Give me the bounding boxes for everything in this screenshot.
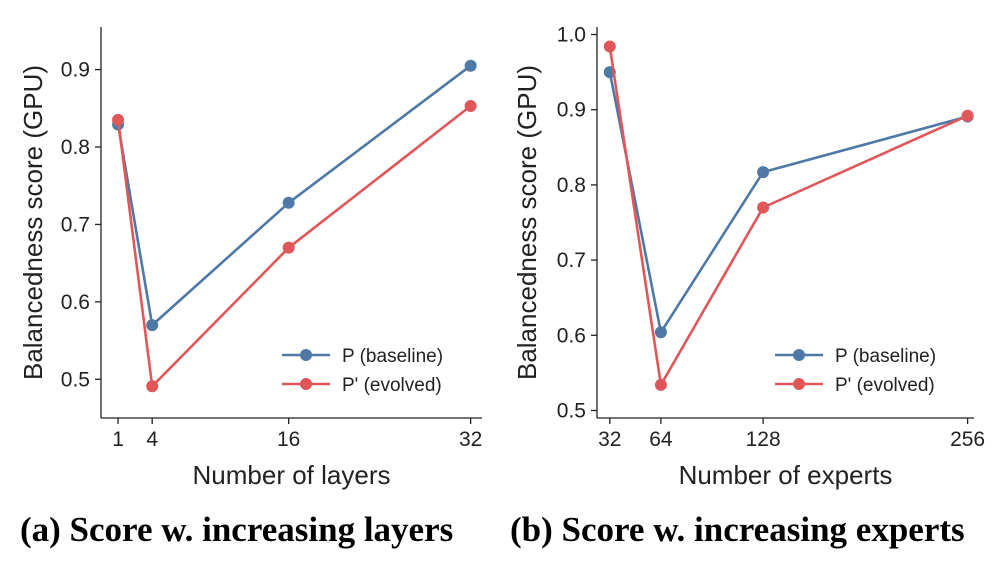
series-line-baseline [608,71,968,334]
data-point [603,40,616,53]
caption-experts: (b) Score w. increasing experts [510,510,965,549]
y-tick-label: 0.6 [557,324,586,347]
data-point [654,378,667,391]
caption-layers: (a) Score w. increasing layers [20,510,454,549]
series-line-evolved [116,104,472,388]
data-point [464,99,477,112]
data-point [146,380,159,393]
data-point [282,196,295,209]
y-tick-label: 0.7 [61,213,90,236]
x-tick-label: 256 [950,428,985,451]
legend-label: P (baseline) [342,346,443,367]
x-tick-label: 4 [146,428,158,451]
legend: P (baseline) P' (evolved) [775,346,936,396]
x-tick-label: 32 [459,428,482,451]
y-tick-label: 0.7 [557,249,586,272]
x-tick-label: 32 [598,428,621,451]
data-point [961,109,974,122]
y-tick-label: 0.8 [557,174,586,197]
data-point [654,326,667,339]
y-axis-title: Balancedness score (GPU) [18,65,48,380]
chart-panel-layers: 0.5 0.6 0.7 0.8 0.9 1 4 16 32 Number of layers Bal… [18,27,482,490]
series-line-evolved [608,46,969,387]
data-point [464,59,477,72]
y-tick-label: 0.9 [557,99,586,122]
legend-marker [793,378,805,390]
x-axis-title: Number of layers [193,460,391,490]
x-tick-label: 1 [112,428,124,451]
data-point [112,113,125,126]
x-axis-title: Number of experts [679,460,893,490]
legend-marker [793,349,805,361]
legend-label: P' (evolved) [835,375,935,396]
x-tick-label: 16 [277,428,300,451]
data-point [757,166,770,179]
legend-label: P (baseline) [835,346,936,367]
x-tick-label: 128 [746,428,781,451]
y-tick-label: 0.5 [557,399,586,422]
legend-label: P' (evolved) [342,375,442,396]
chart-panel-experts: 0.5 0.6 0.7 0.8 0.9 1.0 32 64 128 256 Number of ex… [512,24,985,490]
legend: P (baseline) P' (evolved) [282,346,443,396]
y-tick-label: 0.8 [61,136,90,159]
legend-marker [300,349,312,361]
y-tick-label: 1.0 [557,24,586,47]
legend-marker [300,378,312,390]
y-tick-label: 0.5 [61,368,90,391]
data-point [282,241,295,254]
data-point [146,319,159,332]
data-point [757,201,770,214]
x-tick-label: 64 [649,428,673,451]
series-line-baseline [116,64,472,327]
y-tick-label: 0.9 [61,59,90,82]
y-axis-title: Balancedness score (GPU) [512,65,542,380]
y-tick-label: 0.6 [61,291,90,314]
